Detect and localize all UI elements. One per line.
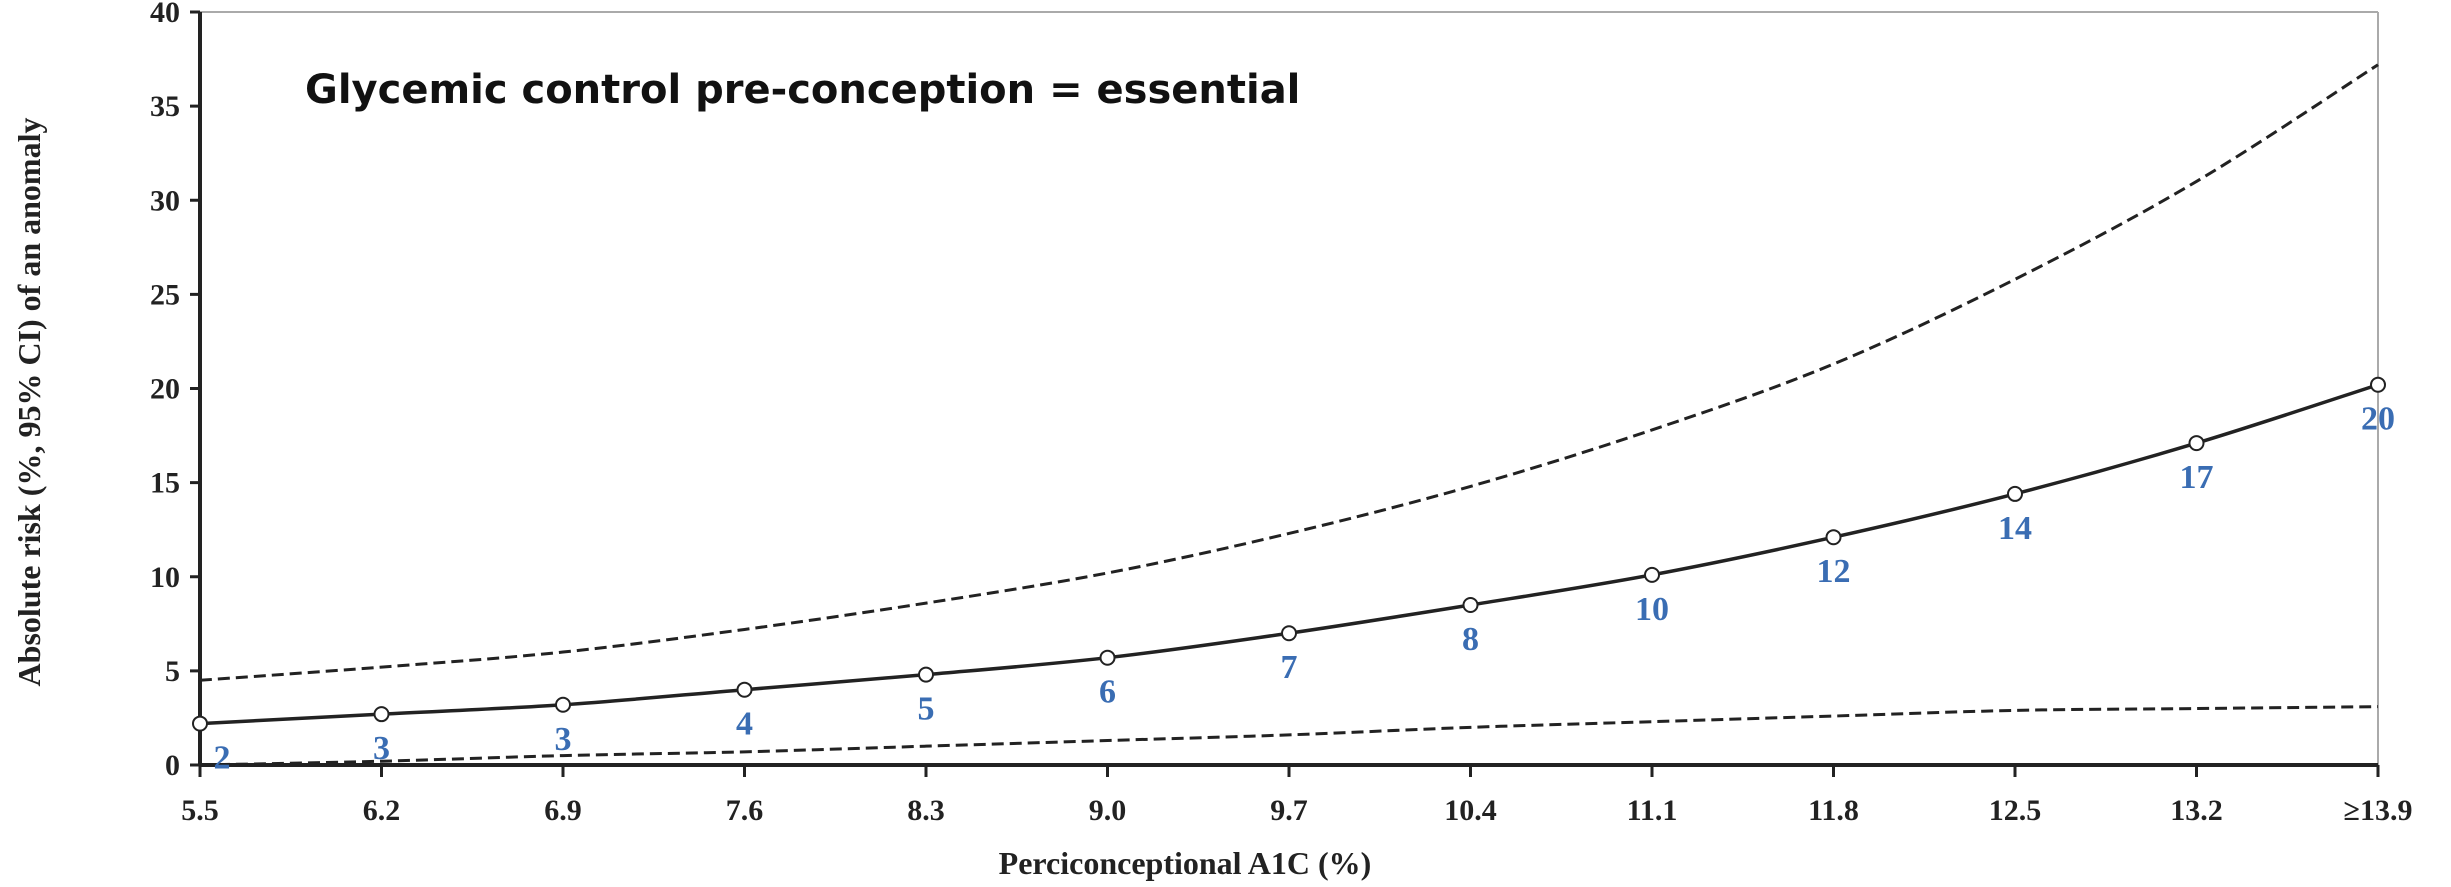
x-axis-ticks: 5.5 6.2 6.9 7.6 8.3 9.0 9.7 10.4 11.1 11.8 12.5 13.… (181, 765, 2412, 827)
y-tick-label: 20 (150, 373, 180, 406)
data-point (1644, 566, 1660, 583)
y-tick-label: 5 (165, 655, 180, 688)
x-tick-label: 11.1 (1627, 794, 1678, 827)
y-tick-label: 35 (150, 90, 180, 123)
data-markers (192, 376, 2386, 732)
x-tick-label: 6.2 (363, 794, 401, 827)
y-tick-label: 10 (150, 561, 180, 594)
data-point (2188, 435, 2205, 452)
y-tick-label: 40 (150, 0, 180, 29)
chart-annotation: Glycemic control pre-conception = essent… (305, 67, 1300, 113)
data-label: 3 (373, 730, 390, 767)
data-labels: 2 3 3 4 5 6 7 8 10 12 14 17 20 (214, 401, 2396, 777)
x-tick-label: 12.5 (1989, 794, 2042, 827)
data-point (2370, 376, 2386, 393)
data-label: 6 (1099, 674, 1116, 711)
y-tick-label: 15 (150, 467, 180, 500)
series-line-lower-95ci (199, 705, 2379, 767)
series-line-upper-95ci (199, 63, 2379, 682)
data-label: 8 (1462, 621, 1479, 658)
x-tick-label: 8.3 (907, 794, 945, 827)
x-axis-title: Perciconceptional A1C (%) (999, 845, 1372, 881)
x-tick-label: 13.2 (2170, 794, 2223, 827)
data-label: 5 (918, 691, 935, 728)
data-point (1281, 625, 1297, 642)
data-point (736, 681, 753, 698)
y-tick-label: 25 (150, 278, 180, 311)
x-tick-label: 5.5 (181, 794, 219, 827)
data-label: 20 (2361, 401, 2395, 438)
data-point (192, 715, 208, 732)
y-tick-label: 30 (150, 184, 180, 217)
x-tick-label: ≥13.9 (2344, 794, 2413, 827)
data-point (1462, 596, 1479, 613)
data-point (1099, 649, 1116, 666)
x-tick-label: 10.4 (1444, 794, 1497, 827)
data-label: 14 (1998, 510, 2032, 547)
data-point (1825, 529, 1842, 546)
x-tick-label: 6.9 (544, 794, 582, 827)
y-axis-ticks: 0 5 10 15 20 25 30 35 40 (150, 0, 200, 782)
data-label: 7 (1281, 649, 1298, 686)
y-axis-title: Absolute risk (%, 95% CI) of an anomaly (11, 118, 47, 687)
x-tick-label: 9.7 (1270, 794, 1308, 827)
x-tick-label: 9.0 (1089, 794, 1127, 827)
data-label: 2 (214, 740, 231, 777)
x-tick-label: 11.8 (1808, 794, 1859, 827)
data-point (2007, 485, 2023, 502)
data-point (373, 706, 390, 723)
data-point (555, 696, 571, 713)
x-tick-label: 7.6 (726, 794, 764, 827)
data-label: 4 (736, 706, 753, 743)
data-label: 3 (555, 721, 572, 758)
y-tick-label: 0 (165, 749, 180, 782)
data-label: 12 (1817, 553, 1851, 590)
data-point (918, 666, 934, 683)
data-label: 17 (2180, 459, 2214, 496)
data-label: 10 (1635, 591, 1669, 628)
